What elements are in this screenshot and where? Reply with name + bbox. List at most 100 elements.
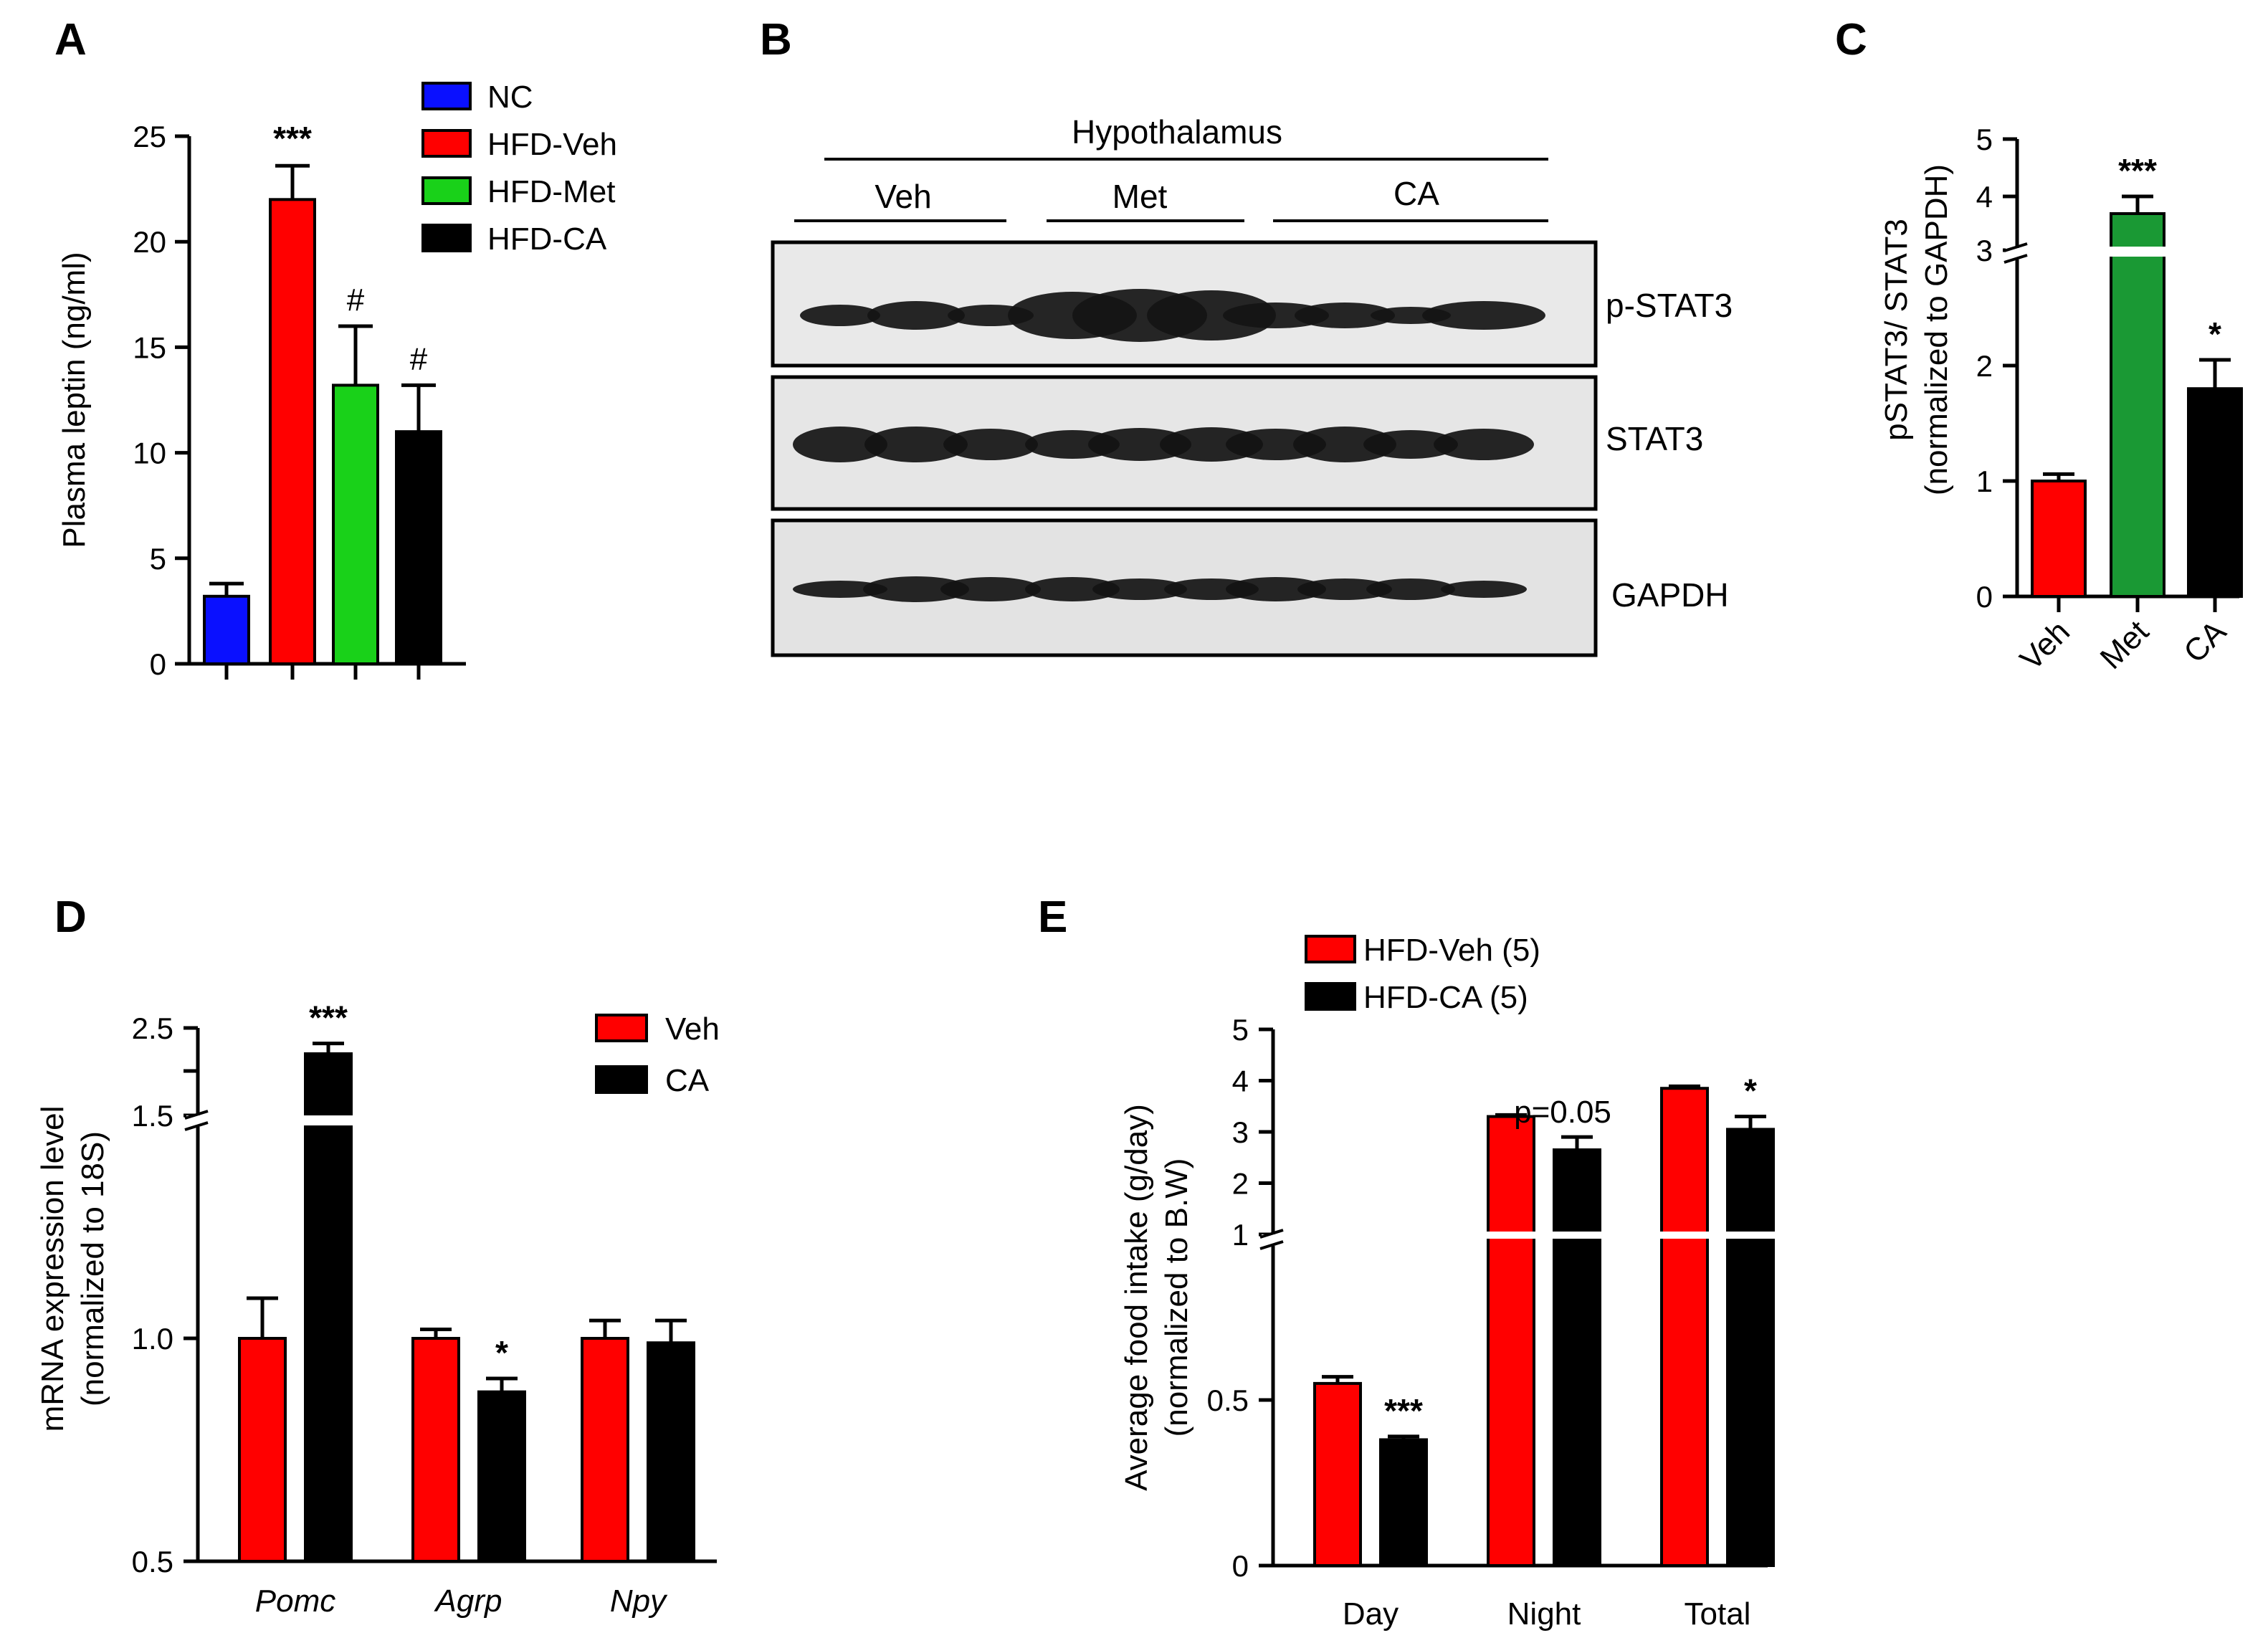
blot-band bbox=[793, 427, 887, 462]
bar-agrp-veh bbox=[411, 1337, 460, 1563]
bar-total-ca bbox=[1726, 1128, 1775, 1568]
bar-hfd-veh bbox=[269, 198, 316, 665]
bar-night-veh bbox=[1487, 1115, 1535, 1568]
legend-label: HFD-Veh (5) bbox=[1363, 933, 1540, 968]
bar-agrp-ca bbox=[477, 1390, 526, 1563]
y-axis-label-line1: mRNA expression level bbox=[35, 1106, 70, 1432]
y-tick-label: 0.5 bbox=[132, 1545, 173, 1578]
y-tick-label: 5 bbox=[150, 542, 166, 576]
legend-label: Veh bbox=[665, 1011, 720, 1047]
legend-label: CA bbox=[665, 1063, 710, 1098]
legend-swatch bbox=[421, 82, 472, 110]
x-tick-label: Day bbox=[1343, 1596, 1399, 1632]
blot-band bbox=[1366, 578, 1455, 600]
y-tick-label: 1.5 bbox=[132, 1099, 173, 1133]
blot-band bbox=[1295, 303, 1395, 328]
blot-band bbox=[793, 581, 887, 598]
bar-pomc-ca bbox=[304, 1052, 353, 1563]
y-tick-label: 3 bbox=[1232, 1115, 1249, 1149]
blot-band bbox=[1025, 577, 1120, 601]
blot-band bbox=[1297, 578, 1392, 600]
y-tick-label: 4 bbox=[1232, 1065, 1249, 1098]
blot-band bbox=[1363, 430, 1458, 459]
bar-hfd-ca bbox=[395, 430, 442, 665]
bar-break-gap bbox=[1659, 1232, 1710, 1239]
bar-hfd-met bbox=[332, 384, 379, 666]
legend-label: HFD-CA bbox=[487, 222, 607, 257]
panel-e-chart: 0 0.5 1 2 3 4 5 *** Day p=0.05 Night * Total Average … bbox=[1119, 933, 1776, 1632]
blot-band bbox=[867, 301, 965, 330]
bar-break-gap bbox=[1552, 1232, 1602, 1239]
y-axis-label-line1: pSTAT3/ STAT3 bbox=[1879, 219, 1914, 441]
y-tick-label: 3 bbox=[1976, 234, 1993, 267]
bar-break-gap bbox=[303, 1115, 353, 1125]
y-axis-label: Plasma leptin (ng/ml) bbox=[57, 252, 92, 548]
significance-label: * bbox=[495, 1334, 508, 1371]
significance-label: p=0.05 bbox=[1514, 1095, 1611, 1130]
x-tick-label: Night bbox=[1507, 1596, 1581, 1632]
panel-letter-c: C bbox=[1835, 15, 1867, 65]
blot-band bbox=[943, 429, 1038, 460]
y-tick-label: 1.0 bbox=[132, 1322, 173, 1356]
bar-npy-ca bbox=[647, 1341, 695, 1563]
x-tick-label: Pomc bbox=[255, 1584, 335, 1619]
axis-break-mark bbox=[2003, 242, 2028, 252]
blot-band bbox=[1092, 578, 1187, 600]
blot-band bbox=[1293, 427, 1396, 462]
y-tick-label: 25 bbox=[133, 120, 166, 153]
panel-letter-e: E bbox=[1038, 892, 1067, 942]
y-tick-label: 2 bbox=[1976, 349, 1993, 383]
bar-veh bbox=[2031, 480, 2087, 598]
y-axis-label-line2: (normalized to 18S) bbox=[75, 1131, 110, 1406]
legend-swatch bbox=[421, 129, 472, 158]
y-tick-label: 10 bbox=[133, 437, 166, 470]
panel-a-chart: 0 5 10 15 20 25 *** # # Plasma leptin (ng/ml) NC HF… bbox=[57, 80, 617, 681]
bar-break-gap bbox=[2109, 247, 2166, 257]
y-tick-label: 2.5 bbox=[132, 1011, 173, 1045]
y-tick-label: 5 bbox=[1976, 123, 1993, 156]
significance-label: *** bbox=[309, 999, 348, 1037]
bar-day-veh bbox=[1313, 1381, 1362, 1568]
y-tick-label: 1 bbox=[1232, 1218, 1249, 1252]
blot-group-veh: Veh bbox=[875, 178, 931, 215]
legend-swatch bbox=[421, 176, 472, 205]
bar-nc bbox=[203, 594, 250, 665]
significance-label: # bbox=[347, 282, 365, 318]
bar-break-gap bbox=[1725, 1232, 1776, 1239]
y-tick-label: 0 bbox=[150, 647, 166, 681]
significance-label: # bbox=[410, 341, 428, 376]
legend-label: HFD-CA (5) bbox=[1363, 980, 1528, 1015]
legend-label: NC bbox=[487, 80, 533, 115]
y-tick-label: 20 bbox=[133, 225, 166, 259]
axis-break-mark bbox=[1259, 1240, 1284, 1250]
axis-break-mark bbox=[1259, 1229, 1284, 1239]
y-tick-label: 0 bbox=[1232, 1549, 1249, 1583]
western-blot: Hypothalamus Veh Met CA p-STAT3 STAT3 GA… bbox=[771, 113, 1733, 657]
y-tick-label: 2 bbox=[1232, 1167, 1249, 1201]
blot-band bbox=[1147, 290, 1276, 340]
bar-night-ca bbox=[1553, 1148, 1601, 1567]
blot-band bbox=[1088, 428, 1191, 461]
blot-band bbox=[1422, 301, 1545, 330]
blot-band bbox=[940, 577, 1041, 601]
blot-band bbox=[1441, 581, 1527, 598]
legend-label: HFD-Met bbox=[487, 174, 615, 209]
legend-swatch bbox=[1305, 935, 1356, 963]
x-tick-label: Agrp bbox=[434, 1584, 502, 1619]
blot-band bbox=[800, 305, 880, 326]
blot-tissue-label: Hypothalamus bbox=[1072, 113, 1282, 151]
blot-band bbox=[1226, 577, 1326, 601]
blot-band bbox=[1434, 429, 1534, 460]
y-axis-label-line1: Average food intake (g/day) bbox=[1119, 1104, 1154, 1491]
significance-label: *** bbox=[1384, 1392, 1423, 1429]
blot-band bbox=[864, 427, 968, 462]
significance-label: *** bbox=[273, 120, 312, 157]
y-axis-label-line2: (normalized to B.W) bbox=[1159, 1158, 1194, 1437]
bar-ca bbox=[2187, 387, 2243, 598]
legend-swatch bbox=[1305, 982, 1356, 1011]
significance-label: * bbox=[2209, 315, 2221, 353]
x-tick-label: Total bbox=[1685, 1596, 1751, 1632]
legend-swatch bbox=[421, 224, 472, 252]
y-axis-label-line2: (normalized to GAPDH) bbox=[1919, 164, 1954, 495]
